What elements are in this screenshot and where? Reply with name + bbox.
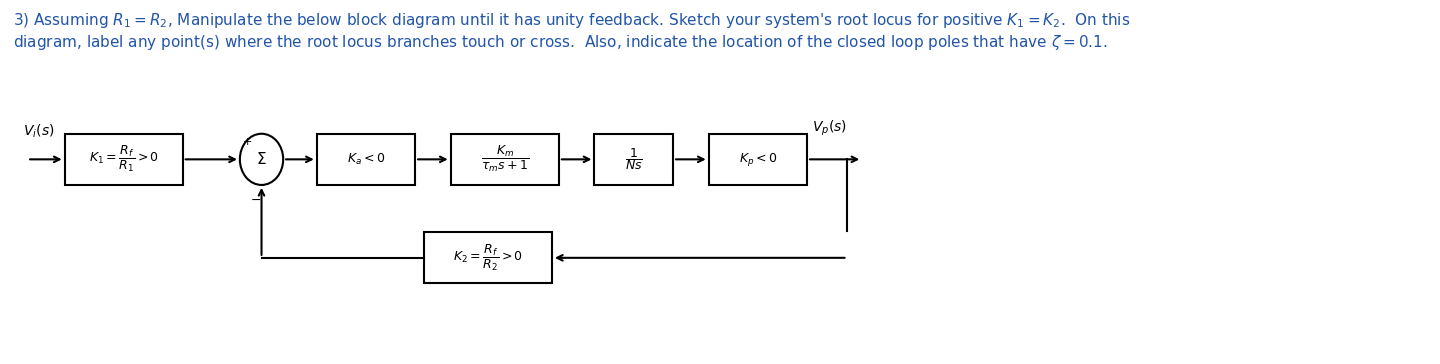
Text: $\Sigma$: $\Sigma$: [256, 151, 266, 167]
Text: $-$: $-$: [251, 193, 261, 206]
Text: $K_a < 0$: $K_a < 0$: [347, 152, 384, 167]
Bar: [451, 134, 559, 185]
Bar: [708, 134, 806, 185]
Ellipse shape: [240, 134, 284, 185]
Text: $+$: $+$: [242, 136, 252, 147]
Text: 3) Assuming $R_1 = R_2$, Manipulate the below block diagram until it has unity f: 3) Assuming $R_1 = R_2$, Manipulate the …: [13, 11, 1130, 29]
Text: $\dfrac{K_m}{\tau_m s+1}$: $\dfrac{K_m}{\tau_m s+1}$: [481, 144, 528, 174]
Text: $K_1 = \dfrac{R_f}{R_1} > 0$: $K_1 = \dfrac{R_f}{R_1} > 0$: [89, 144, 158, 174]
Text: $\dfrac{1}{Ns}$: $\dfrac{1}{Ns}$: [625, 146, 642, 172]
Bar: [65, 134, 183, 185]
Bar: [317, 134, 415, 185]
Text: $V_i(s)$: $V_i(s)$: [23, 122, 55, 140]
Text: $K_2 = \dfrac{R_f}{R_2} > 0$: $K_2 = \dfrac{R_f}{R_2} > 0$: [454, 243, 523, 273]
Text: $V_p(s)$: $V_p(s)$: [812, 118, 847, 138]
Text: $K_p < 0$: $K_p < 0$: [739, 151, 778, 168]
Text: diagram, label any point(s) where the root locus branches touch or cross.  Also,: diagram, label any point(s) where the ro…: [13, 33, 1107, 52]
Bar: [595, 134, 672, 185]
Bar: [423, 232, 552, 284]
